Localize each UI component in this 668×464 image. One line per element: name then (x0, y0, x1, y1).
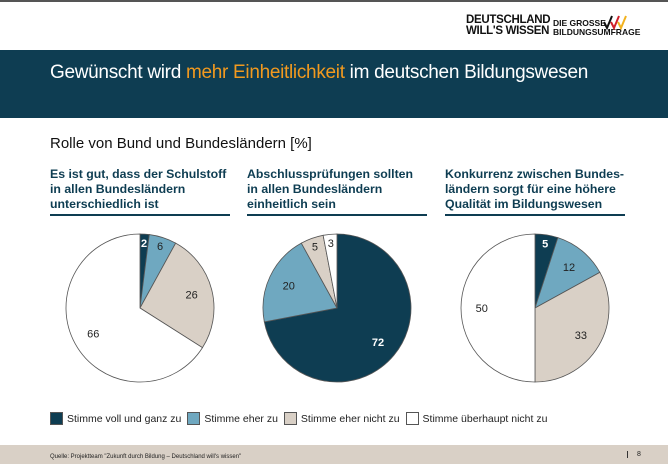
footer-bar (0, 445, 668, 464)
checkmarks-icon (603, 15, 627, 31)
pie-1-label-3: 26 (185, 290, 197, 302)
pie-3-label-4: 50 (476, 303, 488, 315)
title-band (0, 50, 668, 118)
pie-3-label-1: 5 (542, 239, 548, 251)
pie-2-label-2: 20 (283, 280, 295, 292)
pie-3-title: Konkurrenz zwischen Bundes-ländern sorgt… (445, 167, 625, 216)
pie-3-slice-3 (534, 271, 610, 383)
pie-3-label-2: 12 (563, 262, 575, 274)
logo-deutschland-wills-wissen: DEUTSCHLAND WILL'S WISSEN (466, 14, 551, 37)
page-number: 8 (627, 451, 641, 458)
pie-2-label-4: 3 (328, 238, 334, 250)
pie-2-title: Abschlussprüfungen sollten in allen Bund… (247, 167, 427, 216)
legend-item: Stimme voll und ganz zu (50, 412, 181, 425)
top-border (0, 0, 668, 2)
pie-1-title: Es ist gut, dass der Schulstoff in allen… (50, 167, 230, 216)
page-title: Gewünscht wird mehr Einheitlichkeit im d… (50, 62, 588, 83)
pie-1-label-4: 66 (87, 329, 99, 341)
pie-2-slice-1 (263, 233, 412, 383)
legend-item: Stimme eher nicht zu (283, 412, 400, 425)
pie-1-label-2: 6 (157, 241, 163, 253)
chart-subtitle: Rolle von Bund und Bundesländern [%] (50, 135, 312, 152)
pie-1-label-1: 2 (141, 238, 147, 250)
pie-2-slice-4 (322, 233, 338, 309)
pie-2-slice-2 (262, 242, 338, 323)
logo-bildungsumfrage: DIE GROSSE BILDUNGSUMFRAGE (553, 18, 641, 37)
pie-1-slice-3 (139, 242, 215, 349)
pie-2-label-1: 72 (372, 337, 384, 349)
legend-item: Stimme eher zu (187, 412, 278, 425)
pie-3-label-3: 33 (575, 330, 587, 342)
legend-item: Stimme überhaupt nicht zu (405, 412, 547, 425)
source-note: Quelle: Projektteam "Zukunft durch Bildu… (50, 454, 242, 460)
pie-3-slice-4 (460, 233, 536, 383)
pie-1-slice-4 (65, 233, 204, 383)
pie-2-label-3: 5 (312, 242, 318, 254)
legend: Stimme voll und ganz zu Stimme eher zu S… (50, 412, 553, 425)
